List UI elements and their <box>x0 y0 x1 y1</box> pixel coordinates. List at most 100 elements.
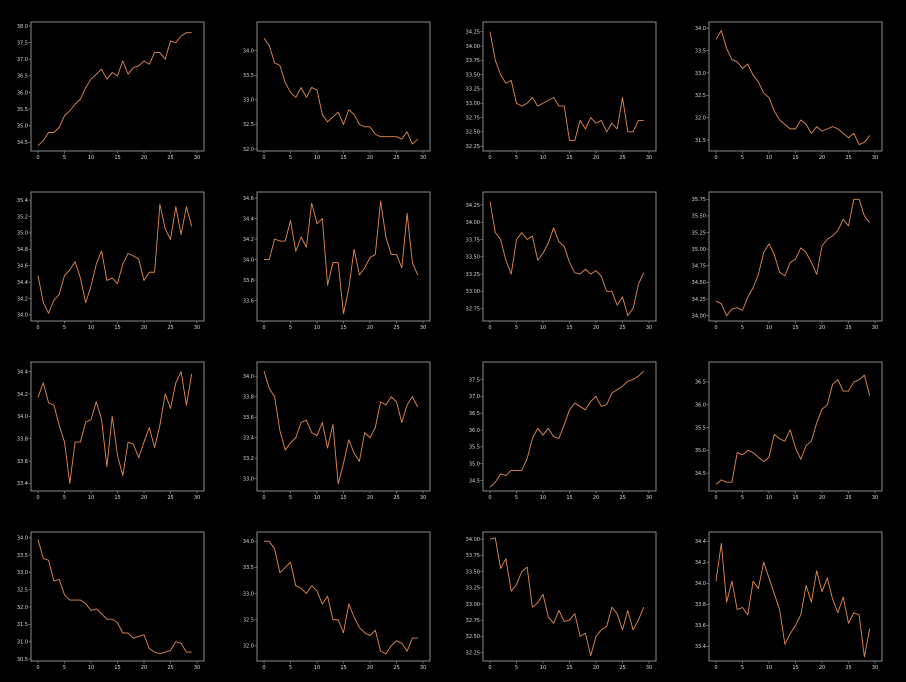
chart-panel-15: 0 5 10 15 20 25 30 32.25 32.50 32.75 33.00 33.25 33.… <box>466 531 657 671</box>
x-tick-label: 5 <box>289 155 292 161</box>
y-tick-label: 36.0 <box>17 90 28 96</box>
series-line <box>489 201 645 316</box>
x-tick-label: 15 <box>340 665 346 671</box>
y-tick-label: 33.5 <box>695 48 706 54</box>
y-tick-label: 34.6 <box>17 264 28 270</box>
y-tick-label: 33.2 <box>243 456 254 462</box>
x-tick-label: 20 <box>593 495 599 501</box>
x-tick-label: 0 <box>488 155 491 161</box>
x-tick-label: 25 <box>619 495 625 501</box>
x-tick-label: 20 <box>367 155 373 161</box>
chart-frame <box>256 21 431 152</box>
y-tick-label: 34.0 <box>243 374 254 380</box>
series-line <box>489 537 645 657</box>
y-tick-label: 36.5 <box>469 411 480 417</box>
x-tick-label: 25 <box>393 665 399 671</box>
x-tick-label: 20 <box>819 495 825 501</box>
y-tick-label: 31.0 <box>17 639 28 645</box>
series-line <box>715 374 871 485</box>
y-tick-label: 33.6 <box>17 459 28 465</box>
y-tick-label: 33.0 <box>695 71 706 77</box>
x-tick-label: 0 <box>36 325 39 331</box>
y-tick-label: 33.0 <box>243 591 254 597</box>
y-tick-label: 31.5 <box>17 622 28 628</box>
x-tick-label: 20 <box>141 665 147 671</box>
series-line <box>264 540 418 655</box>
x-tick-label: 10 <box>88 665 94 671</box>
y-tick-label: 36.5 <box>17 74 28 80</box>
y-tick-label: 33.50 <box>466 255 480 261</box>
y-tick-label: 33.00 <box>466 289 480 295</box>
x-tick-label: 5 <box>63 155 66 161</box>
x-tick-label: 5 <box>63 665 66 671</box>
y-tick-label: 32.25 <box>466 144 480 150</box>
y-tick-label: 38.0 <box>17 24 28 30</box>
x-tick-label: 30 <box>194 665 200 671</box>
x-tick-label: 0 <box>714 155 717 161</box>
x-tick-label: 0 <box>488 325 491 331</box>
chart-frame <box>30 531 205 662</box>
x-tick-label: 15 <box>340 495 346 501</box>
y-tick-label: 32.0 <box>243 644 254 650</box>
y-tick-label: 34.0 <box>243 48 254 54</box>
y-tick-label: 35.0 <box>469 462 480 468</box>
x-tick-label: 15 <box>340 325 346 331</box>
x-tick-label: 30 <box>872 665 878 671</box>
x-tick-label: 20 <box>367 495 373 501</box>
chart-frame <box>30 21 205 152</box>
chart-panel-7: 0 5 10 15 20 25 30 32.75 33.00 33.25 33.50 33.75 34.… <box>466 191 657 331</box>
y-tick-label: 33.8 <box>243 395 254 401</box>
y-tick-label: 37.5 <box>469 377 480 383</box>
x-tick-label: 0 <box>262 665 265 671</box>
x-tick-label: 5 <box>289 325 292 331</box>
x-tick-label: 5 <box>515 325 518 331</box>
chart-panel-9: 0 5 10 15 20 25 30 33.4 33.6 33.8 34.0 34.2 34.4 <box>17 361 205 501</box>
chart-panel-6: 0 5 10 15 20 25 30 33.6 33.8 34.0 34.2 34.4 34.6 <box>243 191 431 331</box>
y-tick-label: 33.4 <box>17 481 28 487</box>
y-tick-label: 32.0 <box>695 115 706 121</box>
y-tick-label: 33.25 <box>466 87 480 93</box>
x-tick-label: 0 <box>36 495 39 501</box>
y-tick-label: 32.5 <box>695 93 706 99</box>
x-tick-label: 15 <box>340 155 346 161</box>
y-tick-label: 33.5 <box>17 553 28 559</box>
x-tick-label: 15 <box>114 325 120 331</box>
y-tick-label: 34.00 <box>466 44 480 50</box>
x-tick-label: 5 <box>289 495 292 501</box>
chart-panel-1: 0 5 10 15 20 25 30 34.5 35.0 35.5 36.0 36.5 37.0 37.5… <box>17 21 205 161</box>
y-tick-label: 34.0 <box>243 539 254 545</box>
series-line <box>37 203 193 314</box>
y-tick-label: 34.0 <box>695 26 706 32</box>
x-tick-label: 15 <box>792 495 798 501</box>
x-tick-label: 25 <box>845 665 851 671</box>
y-tick-label: 33.0 <box>17 570 28 576</box>
x-tick-label: 25 <box>393 325 399 331</box>
y-tick-label: 35.25 <box>692 230 706 236</box>
y-tick-label: 34.2 <box>17 296 28 302</box>
y-tick-label: 34.6 <box>243 196 254 202</box>
x-tick-label: 30 <box>646 325 652 331</box>
y-tick-label: 34.0 <box>695 581 706 587</box>
y-tick-label: 34.75 <box>692 264 706 270</box>
x-tick-label: 25 <box>167 155 173 161</box>
x-tick-label: 10 <box>314 495 320 501</box>
y-tick-label: 35.5 <box>17 107 28 113</box>
x-tick-label: 10 <box>314 665 320 671</box>
chart-frame <box>30 191 205 322</box>
series-line <box>264 200 419 315</box>
y-tick-label: 37.5 <box>17 40 28 46</box>
y-tick-label: 33.6 <box>243 415 254 421</box>
x-tick-label: 15 <box>114 495 120 501</box>
x-tick-label: 25 <box>167 665 173 671</box>
x-tick-label: 25 <box>619 155 625 161</box>
x-tick-label: 20 <box>819 155 825 161</box>
x-tick-label: 15 <box>792 665 798 671</box>
x-tick-label: 10 <box>88 495 94 501</box>
x-tick-label: 0 <box>36 665 39 671</box>
series-line <box>37 32 192 147</box>
x-tick-label: 15 <box>114 665 120 671</box>
series-line <box>715 30 871 145</box>
chart-frame <box>30 361 205 492</box>
x-tick-label: 20 <box>141 325 147 331</box>
y-tick-label: 33.8 <box>17 436 28 442</box>
